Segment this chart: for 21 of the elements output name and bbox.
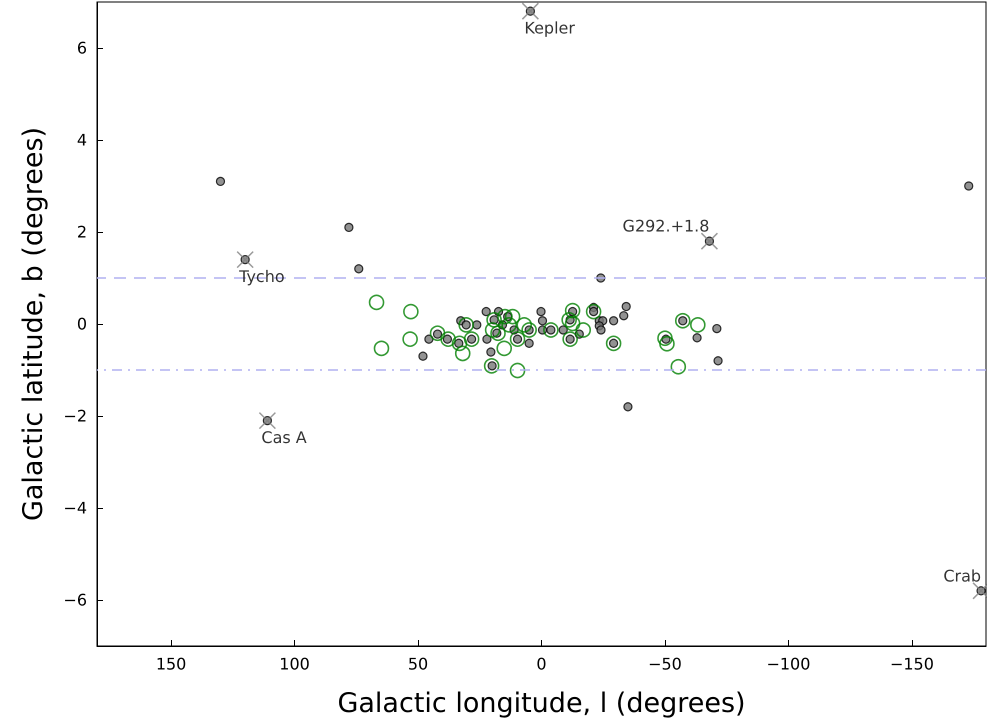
x-tick-label: −100 [766,654,810,674]
y-tick-label: 2 [76,222,87,242]
x-axis-title: Galactic longitude, l (degrees) [337,688,746,719]
annotation: Crab [943,566,982,586]
y-tick-label: 6 [76,38,87,58]
x-tick-label: 150 [156,654,186,674]
y-tick-label: −4 [63,498,87,518]
annotation: Tycho [238,267,285,286]
y-tick-label: 4 [76,130,87,150]
x-tick-label: 50 [408,654,428,674]
y-tick-label: −2 [63,406,87,426]
y-tick-label: −6 [63,590,87,610]
y-axis-title: Galactic latitude, b (degrees) [18,126,49,522]
x-tick-label: 0 [536,654,547,674]
annotation: Cas A [261,428,307,448]
annotation: Kepler [524,18,576,38]
annotation: G292.+1.8 [622,216,710,236]
x-tick-label: −150 [890,654,934,674]
y-tick-label: 0 [76,314,87,334]
x-tick-label: 100 [279,654,310,674]
x-tick-label: −50 [648,654,682,674]
